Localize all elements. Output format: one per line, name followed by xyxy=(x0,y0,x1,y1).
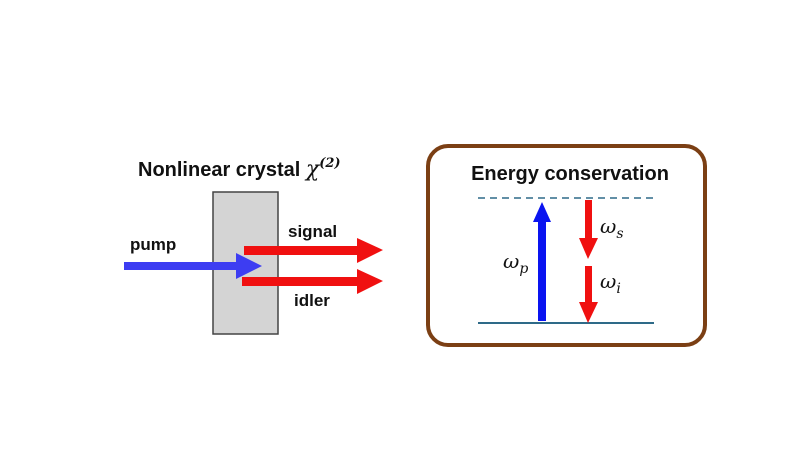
energy-panel: Energy conservation ωp ωs ωi xyxy=(426,144,707,347)
signal-label: signal xyxy=(288,222,337,241)
pump-transition-arrow xyxy=(533,202,551,321)
crystal-panel: Nonlinear crystal χ(2) pump signal idler xyxy=(124,156,383,335)
signal-transition-arrow xyxy=(579,200,598,259)
omega-s-label: ωs xyxy=(600,214,624,242)
idler-transition-arrow xyxy=(579,266,598,323)
idler-arrow xyxy=(242,269,383,294)
pump-arrow xyxy=(124,253,262,279)
omega-p-label: ωp xyxy=(503,249,528,277)
pump-label: pump xyxy=(130,235,176,254)
crystal-title: Nonlinear crystal χ(2) xyxy=(138,156,341,182)
energy-box xyxy=(426,144,707,347)
omega-i-label: ωi xyxy=(600,269,621,297)
energy-title: Energy conservation xyxy=(471,163,669,185)
signal-arrow xyxy=(244,238,383,263)
idler-label: idler xyxy=(294,291,330,310)
